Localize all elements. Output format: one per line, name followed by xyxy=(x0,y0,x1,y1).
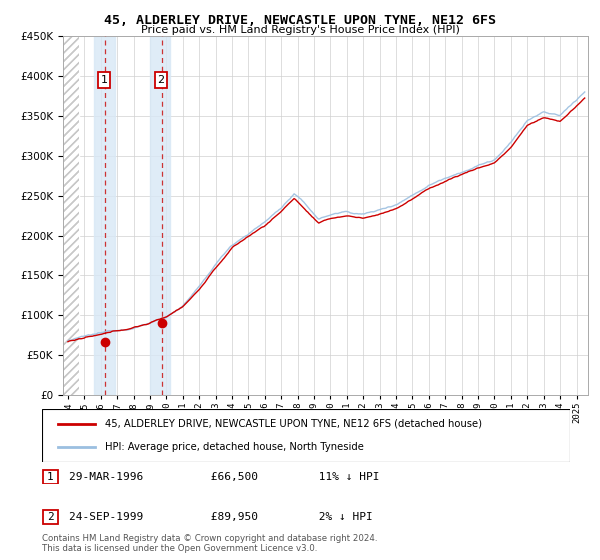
Text: 2: 2 xyxy=(47,512,54,522)
Bar xyxy=(63,36,79,395)
Text: Contains HM Land Registry data © Crown copyright and database right 2024.
This d: Contains HM Land Registry data © Crown c… xyxy=(42,534,377,553)
Text: 2: 2 xyxy=(158,75,164,85)
Bar xyxy=(63,36,79,395)
Text: 1: 1 xyxy=(47,472,54,482)
Text: 24-SEP-1999          £89,950         2% ↓ HPI: 24-SEP-1999 £89,950 2% ↓ HPI xyxy=(69,512,373,522)
FancyBboxPatch shape xyxy=(43,510,58,524)
Bar xyxy=(150,36,170,395)
Text: HPI: Average price, detached house, North Tyneside: HPI: Average price, detached house, Nort… xyxy=(106,442,364,452)
Text: 45, ALDERLEY DRIVE, NEWCASTLE UPON TYNE, NE12 6FS: 45, ALDERLEY DRIVE, NEWCASTLE UPON TYNE,… xyxy=(104,14,496,27)
Text: 1: 1 xyxy=(100,75,107,85)
FancyBboxPatch shape xyxy=(42,409,570,462)
Bar xyxy=(63,36,79,395)
Text: Price paid vs. HM Land Registry's House Price Index (HPI): Price paid vs. HM Land Registry's House … xyxy=(140,25,460,35)
Bar xyxy=(94,36,115,395)
FancyBboxPatch shape xyxy=(43,469,58,484)
Text: 29-MAR-1996          £66,500         11% ↓ HPI: 29-MAR-1996 £66,500 11% ↓ HPI xyxy=(69,472,380,482)
Text: 45, ALDERLEY DRIVE, NEWCASTLE UPON TYNE, NE12 6FS (detached house): 45, ALDERLEY DRIVE, NEWCASTLE UPON TYNE,… xyxy=(106,419,482,429)
